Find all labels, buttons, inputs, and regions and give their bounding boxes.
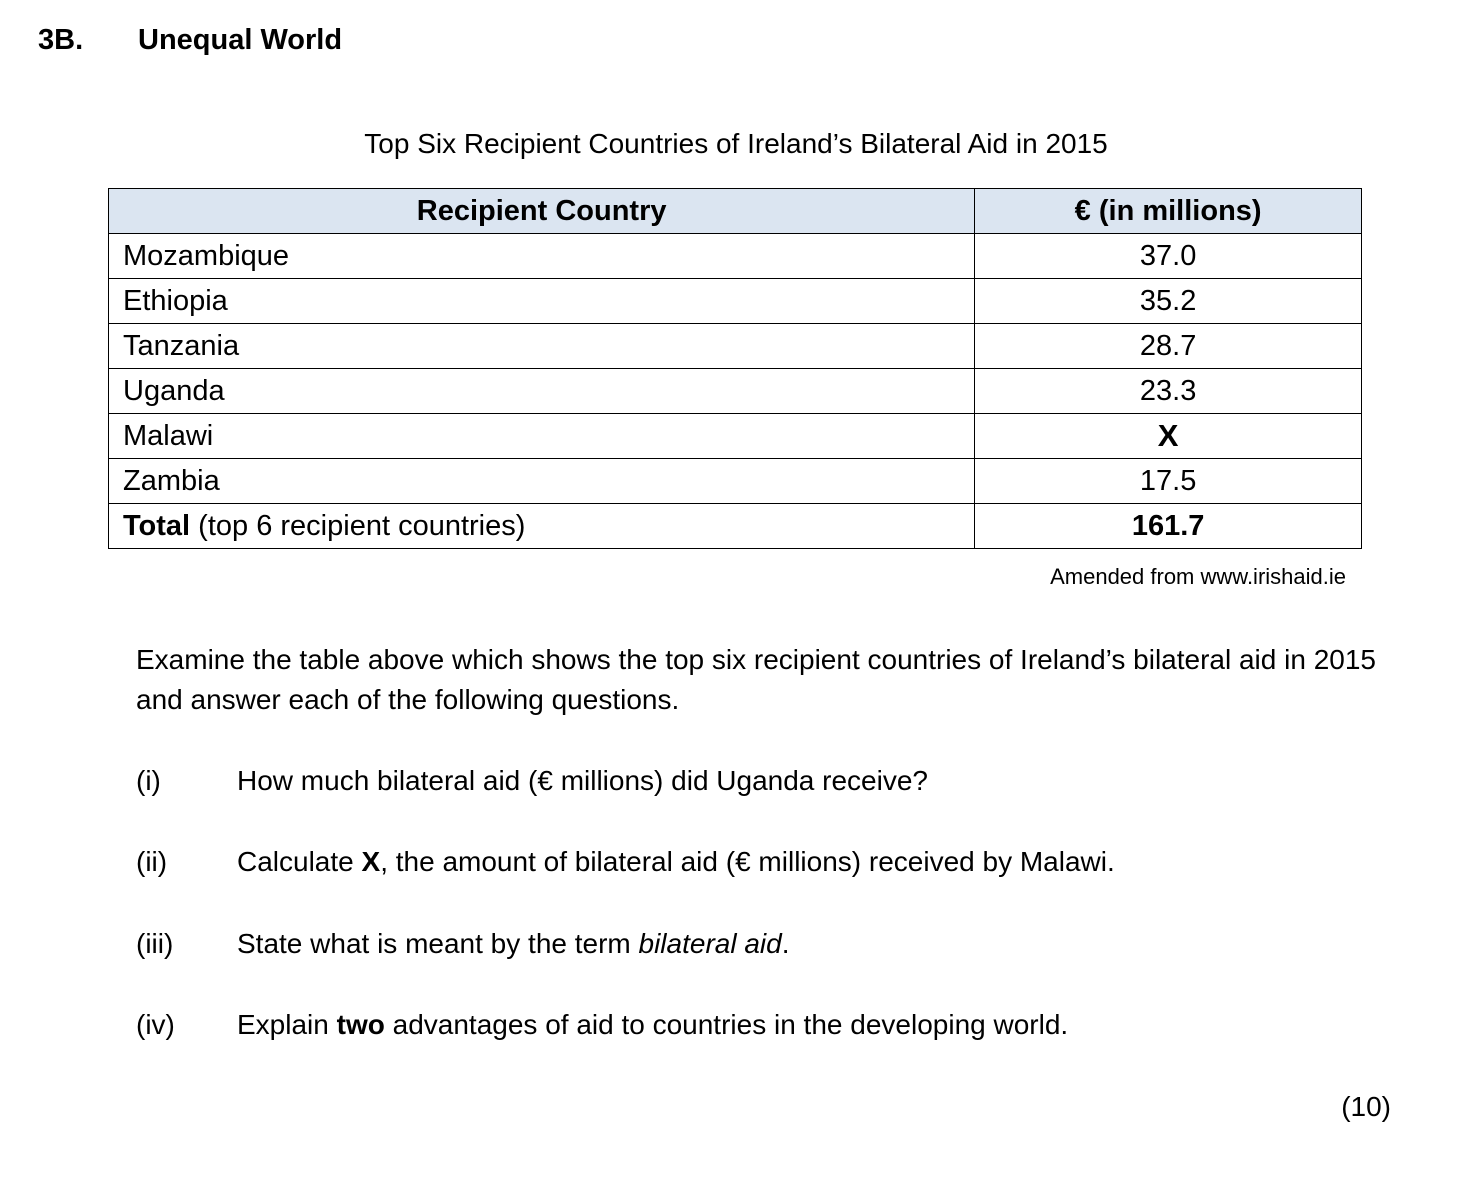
table-row: Uganda 23.3 bbox=[107, 368, 1362, 414]
question-number: (iv) bbox=[136, 1009, 175, 1040]
table-row: Mozambique 37.0 bbox=[107, 233, 1362, 279]
question-text: Calculate X, the amount of bilateral aid… bbox=[237, 843, 1115, 881]
value-cell: 37.0 bbox=[974, 233, 1362, 279]
question-text-bold: two bbox=[336, 1009, 385, 1040]
question-text: Explain two advantages of aid to countri… bbox=[237, 1006, 1068, 1044]
country-cell: Tanzania bbox=[107, 323, 976, 369]
section-number: 3B. bbox=[38, 24, 84, 56]
country-cell: Uganda bbox=[107, 368, 976, 414]
question-text-bold: X bbox=[361, 846, 381, 877]
table-row: Zambia 17.5 bbox=[107, 458, 1362, 504]
total-value-cell: 161.7 bbox=[974, 503, 1362, 549]
header-recipient-country: Recipient Country bbox=[107, 188, 976, 234]
question-text-pre: State what is meant by the term bbox=[237, 928, 639, 959]
total-label-cell: Total (top 6 recipient countries) bbox=[107, 503, 976, 549]
table-row: Malawi X bbox=[107, 413, 1362, 459]
question-text-pre: Explain bbox=[237, 1009, 337, 1040]
question-text-post: . bbox=[781, 928, 790, 959]
header-euro-millions: € (in millions) bbox=[974, 188, 1362, 234]
value-cell: 35.2 bbox=[974, 278, 1362, 324]
value-cell: 17.5 bbox=[974, 458, 1362, 504]
marks: (10) bbox=[1341, 1091, 1391, 1122]
question-number: (i) bbox=[136, 765, 161, 796]
intro-text: Examine the table above which shows the … bbox=[136, 644, 1376, 715]
value-cell-unknown-x: X bbox=[974, 413, 1362, 459]
table-total-row: Total (top 6 recipient countries) 161.7 bbox=[107, 503, 1362, 549]
total-label-bold: Total bbox=[123, 510, 191, 542]
table-row: Tanzania 28.7 bbox=[107, 323, 1362, 369]
question-number: (ii) bbox=[136, 846, 168, 877]
country-cell: Mozambique bbox=[107, 233, 976, 279]
question-text-italic: bilateral aid bbox=[638, 928, 782, 959]
table-title: Top Six Recipient Countries of Ireland’s… bbox=[364, 128, 1108, 159]
table-source: Amended from www.irishaid.ie bbox=[1050, 564, 1346, 589]
question-text: How much bilateral aid (€ millions) did … bbox=[237, 765, 928, 796]
question-text-pre: Calculate bbox=[237, 846, 362, 877]
total-label-rest: (top 6 recipient countries) bbox=[190, 510, 526, 542]
question-number: (iii) bbox=[136, 928, 174, 959]
question-text-post: , the amount of bilateral aid (€ million… bbox=[380, 846, 1115, 877]
table-row: Ethiopia 35.2 bbox=[107, 278, 1362, 324]
question-text: State what is meant by the term bilatera… bbox=[237, 925, 790, 963]
aid-table: Recipient Country € (in millions) Mozamb… bbox=[107, 188, 1362, 549]
value-cell: 28.7 bbox=[974, 323, 1362, 369]
question-text-post: advantages of aid to countries in the de… bbox=[384, 1009, 1069, 1040]
table-header-row: Recipient Country € (in millions) bbox=[107, 188, 1362, 234]
country-cell: Ethiopia bbox=[107, 278, 976, 324]
country-cell: Zambia bbox=[107, 458, 976, 504]
value-cell: 23.3 bbox=[974, 368, 1362, 414]
section-title: Unequal World bbox=[138, 24, 343, 56]
country-cell: Malawi bbox=[107, 413, 976, 459]
